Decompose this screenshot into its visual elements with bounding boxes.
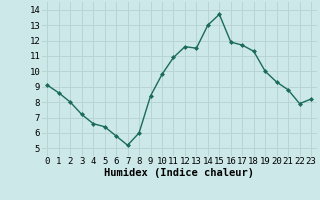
X-axis label: Humidex (Indice chaleur): Humidex (Indice chaleur) [104, 168, 254, 178]
